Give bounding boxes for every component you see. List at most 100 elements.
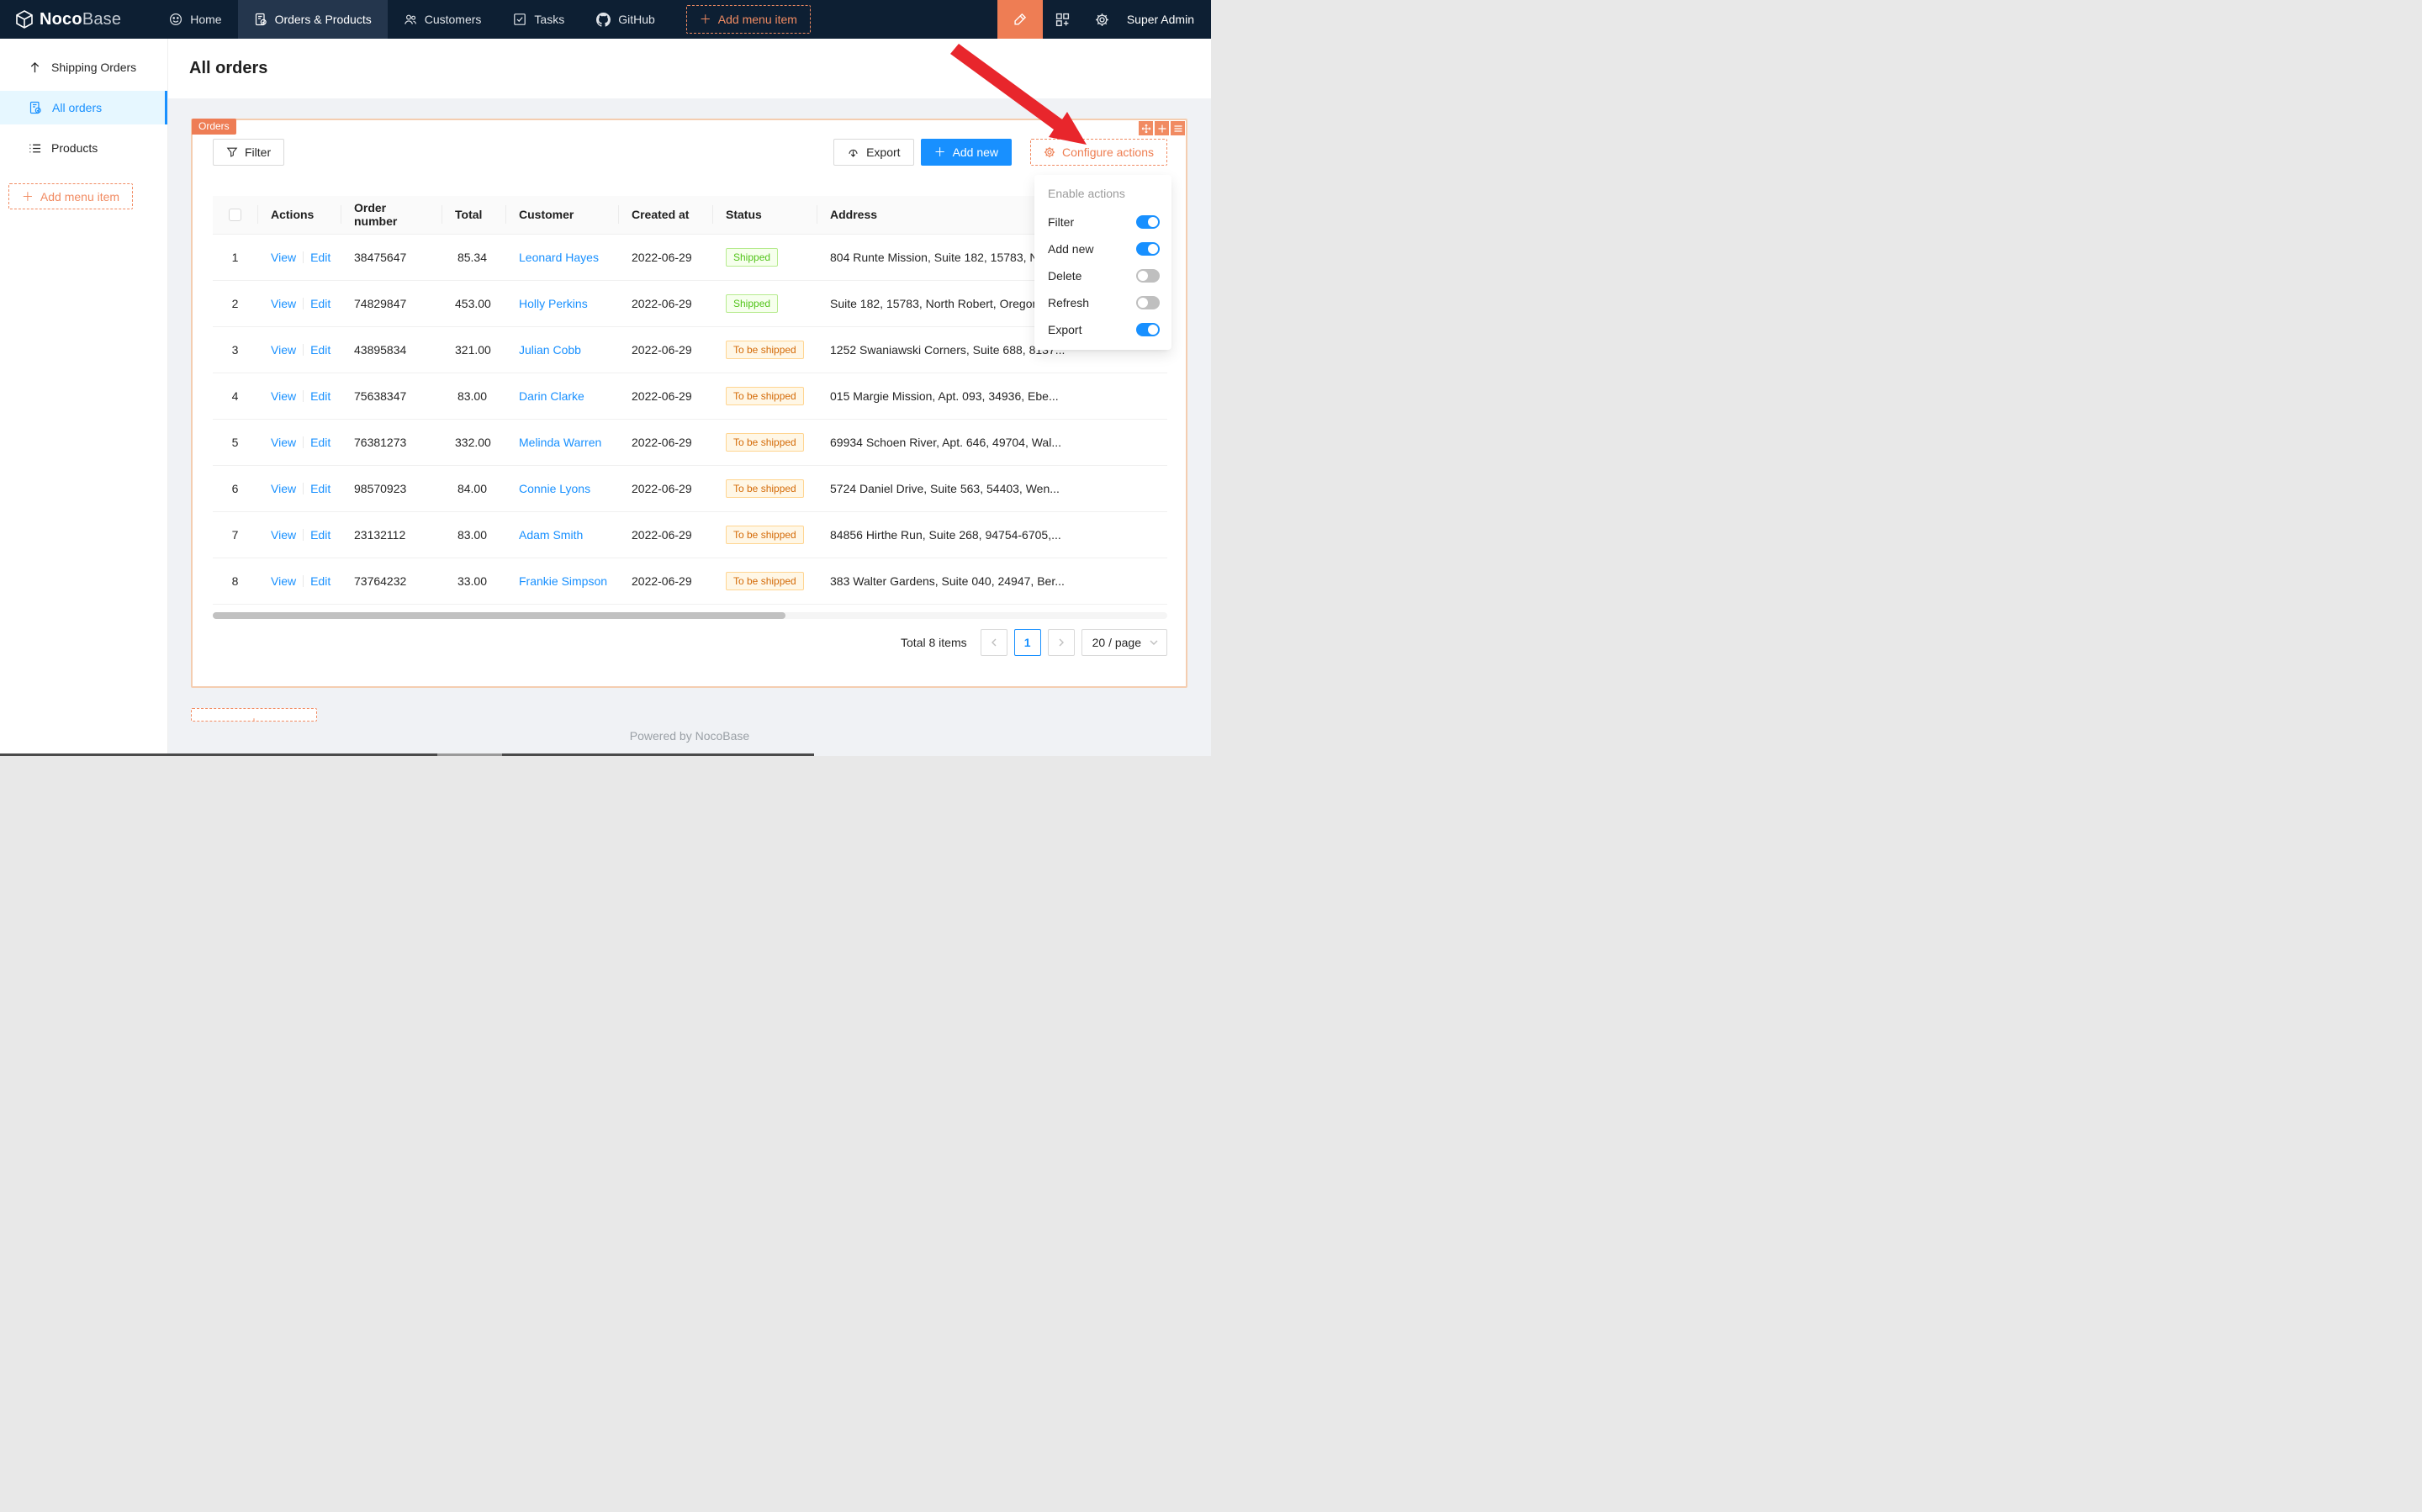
ui-editor-toggle-button[interactable] [997, 0, 1043, 39]
nav-item-orders-products[interactable]: Orders & Products [237, 0, 388, 39]
nocobase-app: NocoBase Home [0, 0, 1211, 756]
sidebar-item-all-orders[interactable]: All orders [0, 91, 167, 124]
chevron-down-icon [1150, 638, 1158, 647]
customer-link[interactable]: Darin Clarke [519, 389, 584, 403]
dropdown-item-label: Add new [1048, 242, 1094, 256]
prev-page-button[interactable] [980, 629, 1007, 656]
cell-created-at: 2022-06-29 [618, 419, 712, 466]
horizontal-scrollbar-track [213, 612, 1167, 619]
cell-order-number: 98570923 [341, 465, 442, 512]
view-link[interactable]: View [271, 389, 297, 403]
settings-button[interactable] [1082, 0, 1122, 39]
nav-item-tasks[interactable]: Tasks [497, 0, 580, 39]
next-page-button[interactable] [1047, 629, 1075, 656]
check-square-icon [513, 13, 526, 26]
customer-link[interactable]: Connie Lyons [519, 481, 591, 495]
row-actions: View Edit [257, 234, 341, 281]
edit-link[interactable]: Edit [310, 435, 331, 449]
drag-icon[interactable] [1139, 121, 1153, 135]
sidebar-add-menu-item-button[interactable]: ＋ Add menu item [8, 183, 133, 209]
filter-button[interactable]: Filter [213, 139, 285, 166]
nocobase-logo[interactable]: NocoBase [15, 10, 121, 29]
add-block-button[interactable]: ＋ Add block [191, 708, 317, 722]
left-sidebar: Shipping Orders All orders Products [0, 39, 168, 756]
dropdown-item-export[interactable]: Export [1034, 316, 1171, 343]
dropdown-item-delete[interactable]: Delete [1034, 262, 1171, 289]
page-number-button[interactable]: 1 [1013, 629, 1041, 656]
export-button[interactable]: Export [833, 139, 914, 166]
nav-item-customers[interactable]: Customers [388, 0, 498, 39]
column-header-total: Total [442, 196, 505, 235]
export-download-icon [847, 146, 859, 159]
cell-status: To be shipped [712, 419, 817, 466]
table-row: 6 View Edit 98570923 84.00 Connie Lyons 2022-0… [213, 465, 1167, 512]
view-link[interactable]: View [271, 574, 297, 588]
pagination: Total 8 items 1 20 / page [901, 629, 1167, 656]
view-link[interactable]: View [271, 342, 297, 357]
toggle-switch[interactable] [1136, 269, 1160, 283]
dropdown-item-add-new[interactable]: Add new [1034, 235, 1171, 262]
view-link[interactable]: View [271, 527, 297, 542]
configure-actions-button[interactable]: Configure actions [1030, 139, 1167, 166]
toggle-switch[interactable] [1136, 323, 1160, 336]
nav-item-home[interactable]: Home [153, 0, 237, 39]
toolbar-right-group: Export ＋ Add new [833, 139, 1167, 166]
cell-order-number: 43895834 [341, 326, 442, 373]
cell-total: 332.00 [442, 419, 505, 466]
row-index: 7 [213, 511, 257, 558]
cell-status: Shipped [712, 280, 817, 327]
customer-link[interactable]: Leonard Hayes [519, 250, 599, 264]
sidebar-item-products[interactable]: Products [0, 131, 167, 165]
customer-link[interactable]: Holly Perkins [519, 296, 588, 310]
sidebar-item-shipping-orders[interactable]: Shipping Orders [0, 50, 167, 84]
row-index: 1 [213, 234, 257, 281]
nav-item-label: Home [190, 13, 222, 26]
export-button-label: Export [866, 145, 901, 159]
add-new-button[interactable]: ＋ Add new [920, 139, 1013, 166]
add-icon[interactable] [1155, 121, 1169, 135]
dropdown-item-filter[interactable]: Filter [1034, 209, 1171, 235]
customer-link[interactable]: Julian Cobb [519, 342, 581, 357]
cell-status: To be shipped [712, 465, 817, 512]
sidebar-item-label: Products [51, 141, 98, 155]
horizontal-scrollbar-thumb[interactable] [213, 612, 785, 619]
toggle-switch[interactable] [1136, 215, 1160, 229]
table-row: 1 View Edit 38475647 85.34 Leonard Hayes 2022-… [213, 234, 1167, 281]
orders-block: Orders [191, 119, 1187, 688]
view-link[interactable]: View [271, 250, 297, 264]
edit-link[interactable]: Edit [310, 574, 331, 588]
plugin-manager-button[interactable] [1043, 0, 1082, 39]
page-size-select[interactable]: 20 / page [1081, 629, 1167, 656]
edit-link[interactable]: Edit [310, 481, 331, 495]
view-link[interactable]: View [271, 435, 297, 449]
github-icon [596, 12, 611, 27]
nav-item-github[interactable]: GitHub [580, 0, 671, 39]
cell-total: 85.34 [442, 234, 505, 281]
edit-link[interactable]: Edit [310, 527, 331, 542]
main-menu: Home Orders & Products [153, 0, 671, 39]
toggle-switch[interactable] [1136, 242, 1160, 256]
cell-order-number: 23132112 [341, 511, 442, 558]
customer-link[interactable]: Frankie Simpson [519, 574, 608, 588]
menu-icon[interactable] [1171, 121, 1185, 135]
user-menu[interactable]: Super Admin [1126, 13, 1194, 26]
edit-link[interactable]: Edit [310, 389, 331, 403]
navbar-add-menu-item-button[interactable]: ＋ Add menu item [685, 5, 811, 34]
column-header-status: Status [712, 196, 817, 235]
column-header-actions: Actions [257, 196, 341, 235]
cell-order-number: 74829847 [341, 280, 442, 327]
arrow-up-icon [29, 61, 41, 74]
dropdown-item-refresh[interactable]: Refresh [1034, 289, 1171, 316]
toggle-switch[interactable] [1136, 296, 1160, 309]
customer-link[interactable]: Melinda Warren [519, 435, 602, 449]
link-divider [303, 389, 304, 402]
cell-created-at: 2022-06-29 [618, 326, 712, 373]
window-bottom-edge-notch [437, 753, 502, 756]
edit-link[interactable]: Edit [310, 250, 331, 264]
edit-link[interactable]: Edit [310, 342, 331, 357]
customer-link[interactable]: Adam Smith [519, 527, 584, 542]
select-all-checkbox[interactable] [229, 208, 241, 221]
view-link[interactable]: View [271, 296, 297, 310]
edit-link[interactable]: Edit [310, 296, 331, 310]
view-link[interactable]: View [271, 481, 297, 495]
